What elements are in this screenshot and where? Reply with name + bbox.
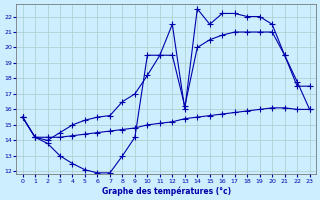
X-axis label: Graphe des températures (°c): Graphe des températures (°c): [101, 186, 231, 196]
